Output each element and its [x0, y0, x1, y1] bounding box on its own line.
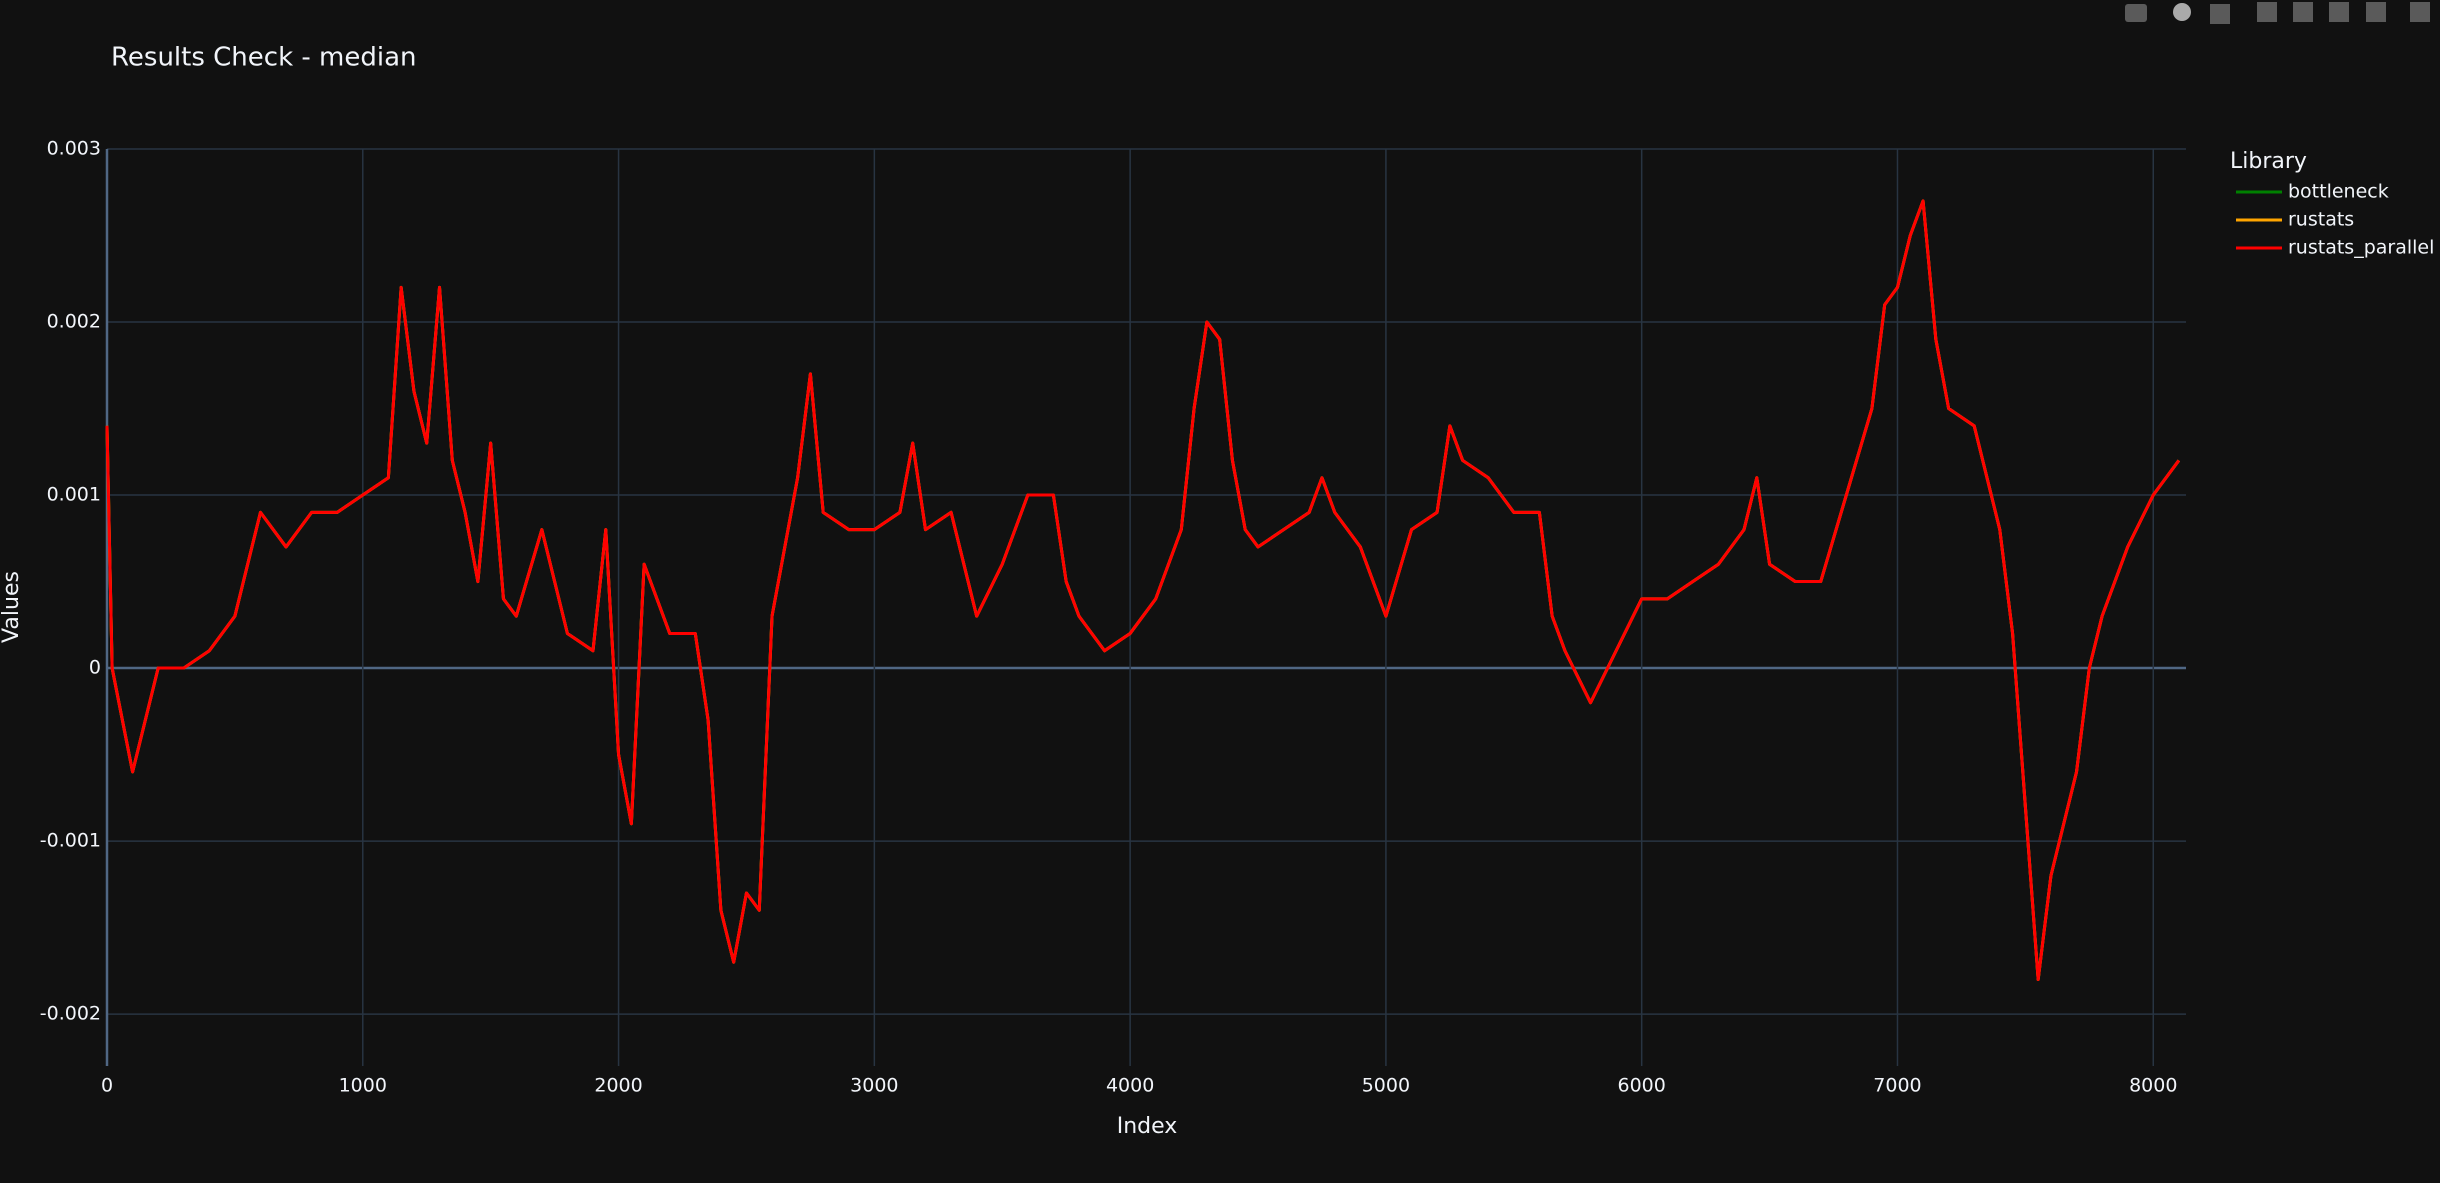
reset-button[interactable]	[2366, 2, 2386, 22]
y-tick-label: 0	[89, 657, 101, 679]
x-tick-label: 1000	[339, 1075, 387, 1097]
modebar	[2125, 2, 2430, 24]
camera-button[interactable]	[2125, 4, 2147, 22]
y-tick-label: 0.002	[47, 311, 101, 333]
autoscale-button[interactable]	[2329, 2, 2349, 22]
legend-label: rustats	[2288, 209, 2354, 231]
x-tick-label: 0	[101, 1075, 113, 1097]
x-axis-title: Index	[1117, 1114, 1178, 1139]
legend-label: rustats_parallel	[2288, 237, 2434, 259]
y-tick-label: 0.001	[47, 484, 101, 506]
x-tick-label: 4000	[1106, 1075, 1154, 1097]
legend-title: Library	[2230, 149, 2307, 174]
y-tick-label: -0.001	[40, 830, 101, 852]
zoom-in-button[interactable]	[2257, 2, 2277, 22]
series-line	[105, 199, 2181, 981]
legend-label: bottleneck	[2288, 181, 2389, 203]
zoom-out-button[interactable]	[2293, 2, 2313, 22]
x-tick-label: 7000	[1873, 1075, 1921, 1097]
x-tick-label: 8000	[2129, 1075, 2177, 1097]
chart-title: Results Check - median	[111, 43, 417, 73]
y-axis-title: Values	[0, 571, 24, 643]
x-tick-label: 6000	[1618, 1075, 1666, 1097]
x-tick-label: 5000	[1362, 1075, 1410, 1097]
y-tick-label: 0.003	[47, 138, 101, 160]
x-tick-label: 3000	[850, 1075, 898, 1097]
plotly-logo[interactable]	[2410, 2, 2430, 22]
pan-button[interactable]	[2210, 4, 2230, 24]
y-tick-label: -0.002	[40, 1003, 101, 1025]
zoom-button[interactable]	[2173, 3, 2191, 21]
x-tick-label: 2000	[594, 1075, 642, 1097]
